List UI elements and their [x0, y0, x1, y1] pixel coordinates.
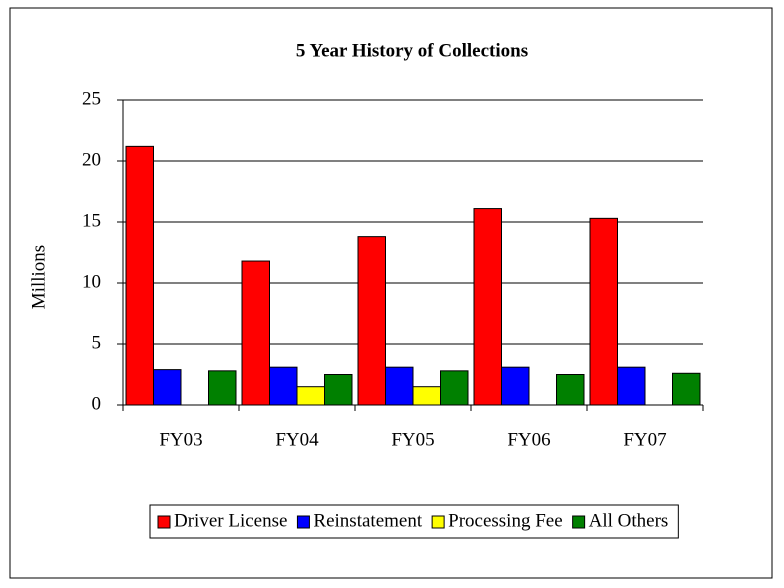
legend-label: Reinstatement: [313, 510, 422, 531]
bar: [125, 145, 154, 406]
legend-swatch: [296, 515, 310, 529]
bar: [385, 366, 414, 406]
chart-frame: [9, 7, 773, 579]
y-tick-label: 10: [82, 271, 101, 292]
x-tick-label: FY03: [159, 429, 202, 450]
bar: [296, 386, 325, 406]
bar: [440, 370, 469, 406]
x-tick-label: FY05: [391, 429, 434, 450]
legend-box: [149, 504, 679, 539]
bar: [412, 386, 441, 406]
bar: [473, 208, 502, 406]
bar: [357, 236, 386, 406]
legend-swatch: [157, 515, 171, 529]
bar: [617, 366, 646, 406]
y-tick-label: 5: [92, 332, 102, 353]
bar: [501, 366, 530, 406]
legend-label: Driver License: [174, 510, 287, 531]
bar: [241, 260, 270, 406]
y-tick-label: 0: [92, 393, 102, 414]
bar: [153, 369, 182, 406]
legend-swatch: [572, 515, 586, 529]
legend-swatch: [431, 515, 445, 529]
bar: [556, 374, 585, 406]
x-tick-label: FY07: [623, 429, 666, 450]
y-tick-label: 15: [82, 210, 101, 231]
y-tick-label: 20: [82, 149, 101, 170]
x-tick-label: FY04: [275, 429, 319, 450]
chart-title: 5 Year History of Collections: [296, 40, 528, 61]
bar: [324, 374, 353, 406]
legend-label: All Others: [589, 510, 669, 531]
legend-label: Processing Fee: [448, 510, 563, 531]
bar: [208, 370, 237, 406]
bar: [589, 217, 618, 406]
bar: [269, 366, 298, 406]
x-tick-label: FY06: [507, 429, 550, 450]
y-axis-label: Millions: [28, 245, 49, 309]
y-tick-label: 25: [82, 88, 101, 109]
bar: [672, 372, 701, 406]
